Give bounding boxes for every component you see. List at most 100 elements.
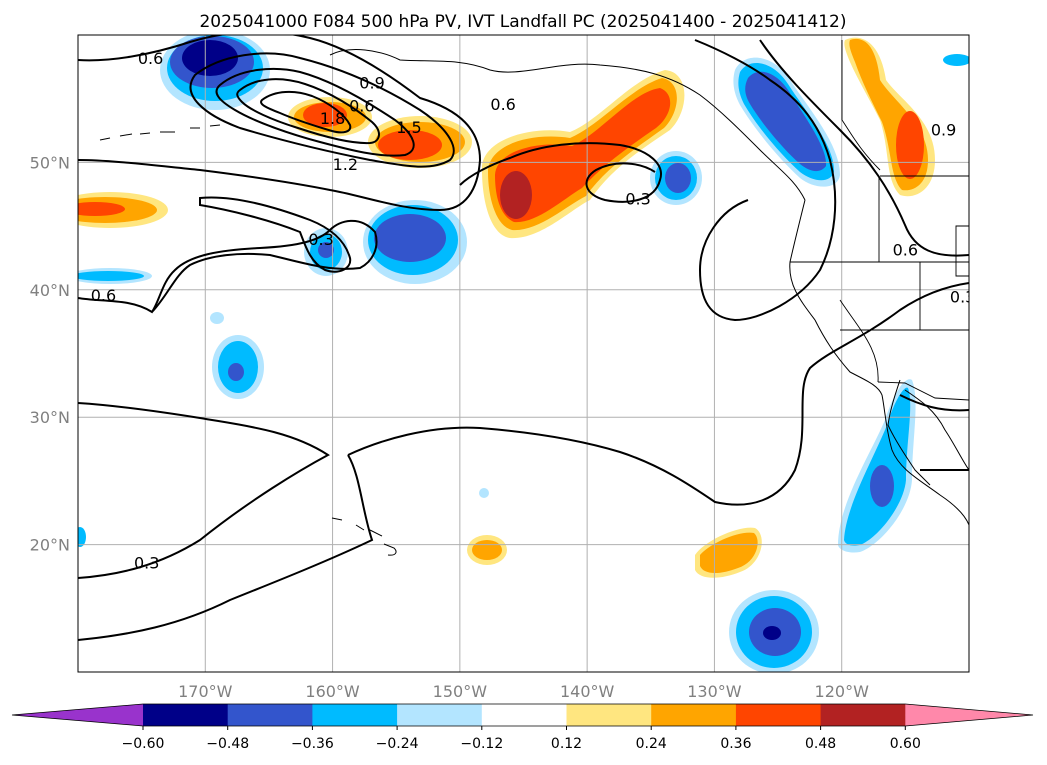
pos-anomaly-4c (78, 202, 125, 216)
lon-label-140w: 140°W (560, 682, 615, 701)
neg-anomaly-2c (374, 214, 446, 262)
contour-label: 1.2 (333, 155, 358, 174)
contour-0-3-trough (459, 142, 662, 203)
colorbar-extend-low (12, 704, 143, 726)
contour-label: 0.9 (359, 73, 384, 92)
contour-0-9 (189, 52, 455, 168)
contour-label: 0.3 (625, 189, 650, 208)
border-us-mexico (877, 381, 969, 401)
contour-1-2 (215, 67, 415, 157)
lat-label-30n: 30°N (30, 408, 70, 427)
contour-label: 1.5 (396, 118, 421, 137)
neg-anomaly-13 (78, 527, 86, 547)
latitude-labels: 50°N 40°N 30°N 20°N (30, 153, 70, 554)
colorbar-tick-label: −0.48 (206, 736, 249, 752)
contour-0-3-south (78, 454, 374, 641)
neg-anomaly-5c (228, 363, 244, 381)
neg-anomaly-11 (479, 488, 489, 498)
contour-label: 0.6 (138, 49, 163, 68)
contour-label: 0.6 (91, 286, 116, 305)
lon-label-150w: 150°W (433, 682, 488, 701)
colorbar-segment (735, 704, 822, 726)
contour-1-5 (236, 78, 380, 145)
lat-label-40n: 40°N (30, 281, 70, 300)
colorbar-extend-high (905, 704, 1033, 726)
lat-label-20n: 20°N (30, 536, 70, 555)
pos-anomaly-2c (378, 130, 442, 160)
pos-anomaly-5c (896, 111, 924, 179)
colorbar-segment (651, 704, 737, 726)
coast-hawaii (331, 517, 397, 556)
figure-title: 2025041000 F084 500 hPa PV, IVT Landfall… (199, 12, 846, 32)
border-states-2 (839, 299, 879, 383)
neg-anomaly-9 (943, 54, 969, 66)
contour-1-8 (260, 90, 352, 134)
map-area: 0.6 0.6 0.9 1.2 1.5 1.8 0.3 0.3 0.6 0.3 0.6 0.6 0.3 0… (78, 35, 975, 672)
contour-0-6-southwest (78, 219, 378, 314)
colorbar-tick-label: 0.24 (636, 736, 667, 752)
colorbar-tick-label: −0.60 (122, 736, 165, 752)
contour-label: 0.6 (349, 96, 374, 115)
coast-mexico (904, 389, 969, 471)
colorbar-segment (481, 704, 567, 726)
colorbar-segment (312, 704, 398, 726)
coastlines (99, 40, 969, 556)
border-ab-bc (841, 40, 881, 171)
colorbar-tick-label: 0.12 (551, 736, 582, 752)
contour-label: 1.8 (320, 109, 345, 128)
lon-label-120w: 120°W (815, 682, 870, 701)
contour-0-3-subtropics (78, 402, 330, 579)
contour-label: 0.3 (134, 554, 159, 573)
colorbar-tick-label: −0.24 (376, 736, 419, 752)
contour-0-3-pacific-low (199, 196, 352, 273)
contour-label: 0.3 (950, 287, 975, 306)
contour-labels: 0.6 0.6 0.9 1.2 1.5 1.8 0.3 0.3 0.6 0.3 0.6 0.6 0.3 0… (91, 49, 975, 573)
coast-baja (887, 379, 931, 486)
neg-anomaly-6 (210, 312, 224, 324)
lon-label-130w: 130°W (687, 682, 742, 701)
contour-0-3-mexico (899, 394, 969, 471)
neg-anomaly-4b (78, 271, 144, 281)
colorbar-segment (397, 704, 483, 726)
contour-0-3-subtropics-east (347, 282, 969, 506)
neg-anomaly-10c (870, 465, 894, 507)
colorbar-tick-label: −0.12 (460, 736, 503, 752)
neg-anomaly-10b (844, 387, 911, 546)
colorbar-segment (566, 704, 652, 726)
colorbar-tick-label: 0.36 (720, 736, 751, 752)
colorbar-tick-label: 0.60 (890, 736, 921, 752)
lon-label-160w: 160°W (305, 682, 360, 701)
lon-label-170w: 170°W (178, 682, 233, 701)
longitude-labels: 170°W 160°W 150°W 140°W 130°W 120°W (178, 682, 869, 701)
colorbar-segment (143, 704, 229, 726)
contour-0-6-ridge (759, 39, 969, 257)
coast-west-us (789, 199, 969, 526)
neg-anomaly-1d (182, 40, 238, 76)
pv-contours (78, 35, 969, 641)
pos-anomaly-3c (495, 88, 671, 223)
pos-anomaly-6b (472, 540, 502, 560)
contour-label: 0.6 (893, 240, 918, 259)
contour-0-6-east (694, 39, 837, 322)
coast-aleutians (99, 124, 221, 141)
neg-anomaly-3c (318, 242, 334, 258)
lat-label-50n: 50°N (30, 153, 70, 172)
map-frame (77, 34, 970, 673)
pos-anomaly-3d (500, 171, 532, 219)
contour-label: 0.3 (308, 230, 333, 249)
coast-alaska (329, 49, 806, 201)
colorbar-segment (227, 704, 313, 726)
colorbar-segment (820, 704, 906, 726)
gridlines (78, 35, 969, 672)
contour-label: 0.9 (931, 121, 956, 140)
colorbar: −0.60 −0.48 −0.36 −0.24 −0.12 0.12 0.24 0.36 0.4… (11, 703, 1034, 752)
colorbar-tick-label: 0.48 (805, 736, 836, 752)
neg-anomaly-7c (745, 71, 827, 172)
colorbar-tick-label: −0.36 (291, 736, 334, 752)
contour-label: 0.6 (490, 95, 515, 114)
neg-anomaly-8c (665, 163, 691, 193)
contour-0-6-north (78, 35, 482, 212)
neg-anomaly-12d (763, 626, 781, 640)
border-states-1 (790, 176, 969, 331)
